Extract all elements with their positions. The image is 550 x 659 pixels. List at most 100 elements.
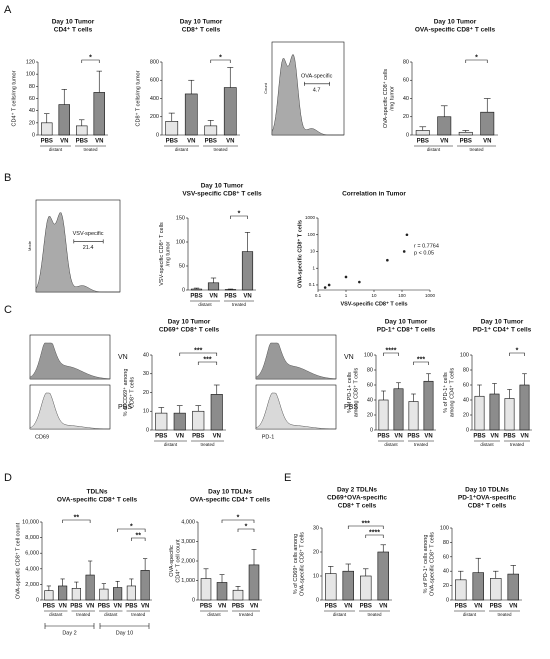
x-tick-label: PBS	[205, 139, 217, 145]
bar	[504, 398, 515, 431]
y-tick-label: 10	[313, 573, 319, 579]
significance-bracket	[62, 519, 91, 523]
y-tick-label: 80	[29, 84, 35, 90]
y-tick-label: 40	[143, 352, 149, 358]
y-axis-label: Mode	[27, 240, 32, 251]
y-tick-label: 0	[182, 287, 185, 293]
chart-title: PD-1⁺ CD4⁺ T cells	[473, 327, 532, 334]
significance-bracket	[237, 528, 255, 532]
y-tick-label: 60	[29, 96, 35, 102]
x-tick-label: VN	[490, 434, 498, 440]
bar	[415, 130, 430, 136]
group-label: distant	[384, 442, 398, 447]
significance-bracket	[221, 519, 255, 523]
bar	[204, 125, 218, 136]
panel-label: A	[4, 4, 12, 16]
x-tick-label: PBS	[407, 434, 419, 440]
x-tick-label: VN	[209, 294, 217, 300]
significance-label: ***	[362, 520, 370, 527]
chart-title: VSV-specific CD8⁺ T cells	[182, 191, 262, 198]
chart-title: PD-1⁺ CD8⁺ T cells	[377, 327, 436, 334]
significance-label: *	[130, 523, 133, 530]
x-tick-label: VN	[86, 604, 94, 610]
bar	[113, 587, 123, 601]
x-tick-label: PBS	[70, 604, 82, 610]
y-tick-label: 8,000	[25, 535, 39, 541]
chart-title: Day 10 TDLNs	[465, 487, 509, 494]
chart-title: Day 10 TDLNs	[208, 489, 252, 496]
chart-title: Day 10 Tumor	[52, 19, 95, 26]
bar	[377, 551, 389, 601]
chart-title: CD4⁺ T cells	[54, 27, 93, 34]
point	[405, 233, 409, 237]
y-tick-label: 30	[143, 371, 149, 377]
gate-value: 21.4	[83, 245, 94, 251]
y-tick-label: 80	[367, 367, 373, 373]
y-tick-label: 0	[192, 597, 195, 603]
significance-label: **	[136, 532, 142, 539]
significance-label: *	[219, 54, 222, 61]
significance-bracket	[465, 59, 488, 63]
x-tick-label: PBS	[377, 434, 389, 440]
x-tick-label: PBS	[98, 604, 110, 610]
chart-title: Correlation in Tumor	[342, 191, 406, 198]
significance-bracket	[210, 59, 231, 63]
y-tick-label: 400	[150, 96, 159, 102]
chart-title: PD-1⁺OVA-specific	[458, 495, 517, 502]
x-tick-label: PBS	[155, 434, 167, 440]
gate-label: VSV-specific	[73, 231, 104, 237]
x-tick-label: VN	[213, 434, 221, 440]
group-label: treated	[83, 147, 98, 152]
x-axis-label: PD-1	[262, 434, 275, 440]
significance-label: *	[516, 347, 519, 354]
x-tick-label: VN	[440, 139, 448, 145]
x-tick-label: 10	[371, 293, 377, 298]
bar	[489, 393, 500, 431]
sample-label: PBS	[118, 404, 132, 411]
bar	[99, 588, 109, 601]
x-tick-label: PBS	[43, 604, 55, 610]
y-tick-label: 0	[466, 427, 469, 433]
x-tick-label: VN	[250, 604, 258, 610]
panel-label: C	[4, 304, 12, 316]
significance-label: *	[237, 514, 240, 521]
x-tick-label: PBS	[473, 434, 485, 440]
panel-label: E	[284, 472, 291, 484]
x-tick-label: 0.1	[315, 293, 322, 298]
period-label: Day 2	[62, 630, 76, 636]
y-axis-label: among CD4⁺ T cells	[448, 368, 455, 418]
bar	[241, 251, 254, 291]
chart-title: Day 10 Tumor	[168, 319, 211, 326]
y-axis-label: % of CD69⁺ among	[122, 369, 129, 417]
group-label: treated	[213, 147, 228, 152]
histogram-curve	[29, 342, 111, 380]
chart-title: Day 10 Tumor	[201, 183, 244, 190]
bar	[480, 111, 495, 136]
significance-label: **	[74, 514, 80, 521]
y-tick-label: 60	[443, 554, 449, 560]
chart-title: OVA-specific CD8⁺ T cells	[57, 497, 138, 504]
bar	[437, 116, 452, 136]
x-tick-label: VN	[344, 604, 352, 610]
y-tick-label: 0	[36, 597, 39, 603]
chart-title: Day 10 Tumor	[385, 319, 428, 326]
y-tick-label: 20	[143, 390, 149, 396]
y-axis-label: % of PD-1+ cells	[347, 372, 353, 413]
bar	[210, 394, 223, 431]
x-tick-label: PBS	[190, 294, 202, 300]
chart-title: OVA-specific CD4⁺ T cells	[190, 497, 271, 504]
y-tick-label: 40	[367, 397, 373, 403]
significance-label: *	[238, 210, 241, 217]
y-tick-label: 80	[463, 367, 469, 373]
bar	[472, 572, 484, 601]
y-tick-label: 20	[29, 120, 35, 126]
bar	[490, 578, 502, 601]
group-label: distant	[175, 147, 189, 152]
group-label: distant	[164, 442, 178, 447]
group-label: treated	[367, 612, 382, 617]
significance-label: *	[89, 54, 92, 61]
y-tick-label: 0	[32, 132, 35, 138]
group-label: treated	[414, 442, 429, 447]
